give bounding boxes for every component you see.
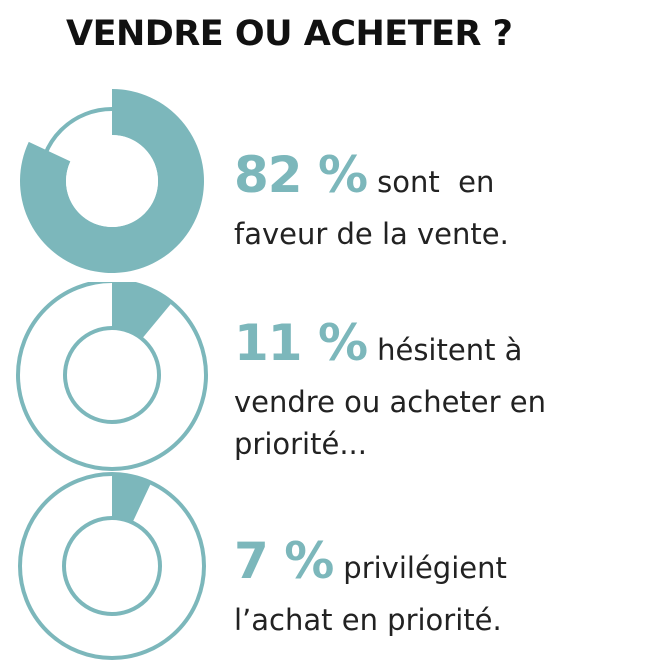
donut-chart-1 bbox=[19, 89, 204, 273]
donut-chart-3 bbox=[18, 472, 206, 660]
stat-caption-1-line1: 82 % sont en bbox=[234, 144, 509, 213]
donut-2-outer bbox=[16, 282, 208, 471]
stat-text-3b: l’achat en priorité. bbox=[234, 603, 502, 637]
page-title: VENDRE OU ACHETER ? bbox=[66, 14, 513, 54]
stat-value-7: 7 % bbox=[234, 532, 334, 590]
stat-text-3a: privilégient bbox=[343, 551, 507, 585]
stat-text-1a: sont en bbox=[377, 165, 495, 199]
stat-caption-2-line1: 11 % hésitent à bbox=[234, 312, 546, 381]
donut-1-hole bbox=[66, 135, 158, 227]
donut-3-inner bbox=[62, 516, 162, 616]
donut-2-inner bbox=[63, 326, 161, 424]
stat-text-2c: priorité... bbox=[234, 427, 367, 461]
donut-chart-2 bbox=[16, 282, 208, 471]
stat-caption-1: 82 % sont en faveur de la vente. bbox=[234, 144, 509, 255]
stat-row-1: 82 % sont en faveur de la vente. bbox=[0, 86, 649, 276]
stat-caption-3-line1: 7 % privilégient bbox=[234, 530, 507, 599]
stat-text-2a: hésitent à bbox=[377, 333, 523, 367]
donut-1-slice bbox=[19, 89, 204, 273]
stat-text-1b: faveur de la vente. bbox=[234, 217, 509, 251]
stat-caption-3: 7 % privilégient l’achat en priorité. bbox=[234, 530, 507, 641]
stat-row-3: 7 % privilégient l’achat en priorité. bbox=[0, 472, 649, 663]
donut-2-slice bbox=[112, 282, 172, 339]
stat-caption-2: 11 % hésitent à vendre ou acheter en prio… bbox=[234, 312, 546, 465]
stat-row-2: 11 % hésitent à vendre ou acheter en prio… bbox=[0, 282, 649, 472]
donut-3-slice bbox=[112, 474, 152, 523]
stat-text-2b: vendre ou acheter en bbox=[234, 385, 546, 419]
stat-value-11: 11 % bbox=[234, 314, 368, 372]
stat-value-82: 82 % bbox=[234, 146, 368, 204]
